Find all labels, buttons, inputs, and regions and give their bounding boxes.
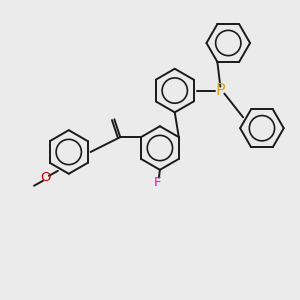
Text: F: F xyxy=(154,176,162,189)
Text: O: O xyxy=(41,171,51,184)
Text: P: P xyxy=(215,83,225,98)
